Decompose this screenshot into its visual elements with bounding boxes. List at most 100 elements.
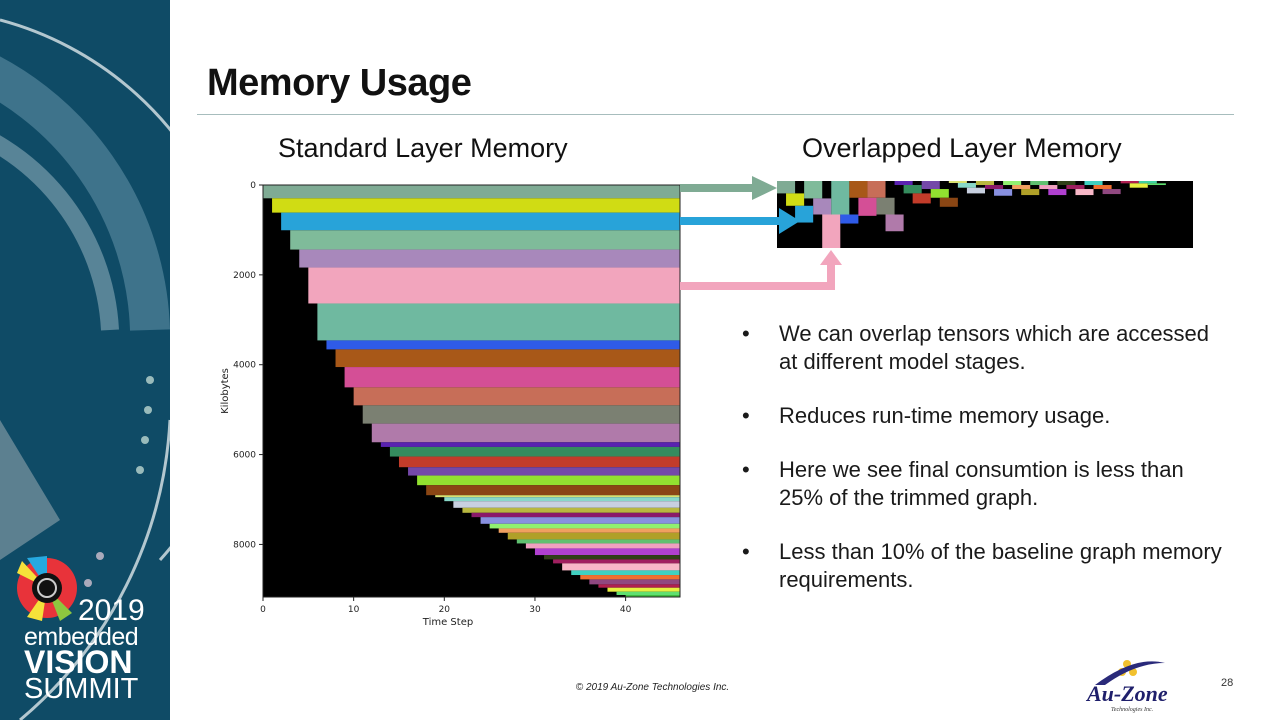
memory-block xyxy=(921,181,940,190)
memory-block xyxy=(867,181,886,198)
memory-block xyxy=(831,181,850,215)
memory-bar xyxy=(371,423,680,443)
memory-block xyxy=(777,181,796,194)
bullet-text: Less than 10% of the baseline graph memo… xyxy=(779,539,1222,592)
memory-bar xyxy=(444,497,680,502)
plot-frame xyxy=(262,184,681,598)
x-tick-label: 20 xyxy=(439,605,451,615)
memory-block xyxy=(985,185,1004,190)
memory-block xyxy=(966,187,985,194)
logo-dots-icon xyxy=(1095,660,1165,685)
memory-bar xyxy=(571,570,680,576)
bullet-text: We can overlap tensors which are accesse… xyxy=(779,321,1210,374)
y-tick-label: 6000 xyxy=(233,451,256,461)
memory-bar xyxy=(589,579,680,585)
memory-block xyxy=(1048,189,1067,196)
bullet-list: • We can overlap tensors which are access… xyxy=(742,320,1222,620)
x-tick-label: 30 xyxy=(529,605,541,615)
memory-block xyxy=(1021,189,1040,196)
arrow-shaft xyxy=(680,262,835,290)
event-logo-eye-icon xyxy=(17,556,77,621)
memory-bar xyxy=(544,555,680,560)
bullet-text: Here we see final consumtion is less tha… xyxy=(779,457,1184,510)
memory-bar xyxy=(335,349,680,368)
memory-bar xyxy=(353,387,680,406)
x-tick-label: 10 xyxy=(348,605,360,615)
memory-block xyxy=(813,198,832,215)
memory-block xyxy=(1147,183,1166,186)
memory-bar xyxy=(398,456,680,468)
standard-memory-chart: 0 10 20 30 40 0 2000 4000 6000 8000 Time Step Kil… xyxy=(220,181,681,628)
memory-bar xyxy=(598,584,680,588)
memory-block xyxy=(894,181,913,186)
memory-bar xyxy=(281,212,680,231)
memory-bar xyxy=(408,467,680,476)
company-tagline: Technologies Inc. xyxy=(1111,707,1154,713)
memory-block xyxy=(858,197,877,216)
memory-block xyxy=(1003,181,1022,186)
bullet-item: • We can overlap tensors which are access… xyxy=(742,321,1210,374)
memory-block xyxy=(1093,185,1112,190)
bullet-text: Reduces run-time memory usage. xyxy=(779,403,1111,428)
memory-bar xyxy=(299,249,680,268)
overlapped-memory-chart xyxy=(777,181,1193,248)
memory-block xyxy=(786,193,805,206)
memory-block xyxy=(903,185,922,194)
memory-block xyxy=(840,214,859,224)
memory-block xyxy=(849,181,868,198)
memory-block xyxy=(885,214,904,232)
memory-block xyxy=(1066,185,1085,190)
memory-bar xyxy=(389,446,680,457)
memory-block xyxy=(1057,181,1076,186)
memory-block xyxy=(804,181,823,199)
x-axis-label: Time Step xyxy=(422,617,473,628)
memory-bar xyxy=(462,507,680,513)
memory-block xyxy=(1012,185,1031,190)
sidebar-decoration: 2019 embedded VISION SUMMIT xyxy=(0,0,170,720)
memory-block xyxy=(1120,181,1139,184)
title-divider xyxy=(197,114,1234,115)
memory-bar xyxy=(489,523,680,529)
event-name-line2: embedded xyxy=(24,623,139,651)
y-axis-label: Kilobytes xyxy=(220,368,231,414)
slide-title: Memory Usage xyxy=(207,62,472,104)
memory-block xyxy=(930,189,949,198)
memory-block xyxy=(1138,181,1157,184)
memory-bar xyxy=(272,198,680,213)
memory-bar xyxy=(525,543,680,549)
memory-block xyxy=(939,197,958,207)
event-name-line4: SUMMIT xyxy=(24,673,139,705)
memory-bar xyxy=(562,563,680,571)
memory-bar xyxy=(498,528,680,533)
company-logo: Au-Zone Technologies Inc. xyxy=(1085,655,1185,717)
page-number: 28 xyxy=(1221,677,1234,689)
bullet-item: • Here we see final consumtion is less th… xyxy=(742,457,1184,510)
memory-bar xyxy=(616,591,680,596)
memory-bar xyxy=(625,595,680,597)
memory-block xyxy=(994,189,1013,196)
memory-bar xyxy=(480,517,680,524)
memory-bar xyxy=(580,575,680,580)
y-tick-label: 8000 xyxy=(233,540,256,550)
memory-block xyxy=(957,183,976,188)
memory-bar xyxy=(471,512,680,518)
copyright-footer: © 2019 Au-Zone Technologies Inc. xyxy=(575,682,730,693)
memory-bar xyxy=(263,185,680,199)
memory-bar xyxy=(435,495,680,498)
y-tick-label: 0 xyxy=(250,181,256,191)
memory-bar xyxy=(362,405,680,424)
memory-bar xyxy=(417,475,680,486)
y-tick-label: 2000 xyxy=(233,271,256,281)
company-name: Au-Zone xyxy=(1087,681,1168,706)
memory-block xyxy=(795,205,814,223)
memory-block xyxy=(822,214,841,248)
memory-block xyxy=(1030,181,1049,186)
memory-bar xyxy=(317,303,680,341)
memory-bar xyxy=(453,501,680,508)
memory-bar xyxy=(426,485,680,496)
memory-block xyxy=(912,193,931,204)
sidebar-graphic xyxy=(0,18,170,720)
event-year: 2019 xyxy=(78,594,145,627)
memory-block xyxy=(975,181,995,186)
memory-bar xyxy=(344,367,680,388)
